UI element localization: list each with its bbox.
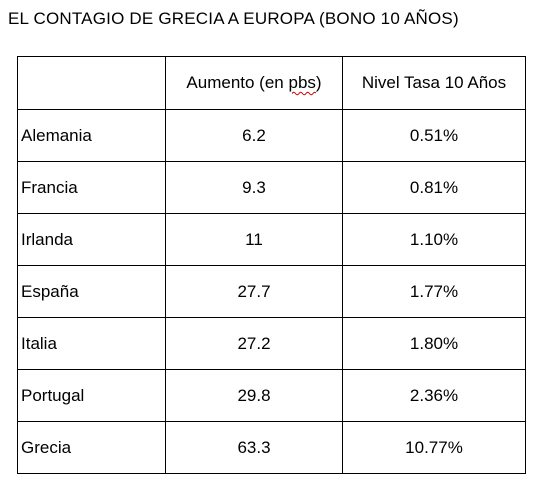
rate-cell: 1.77% [342,265,526,318]
rate-cell: 10.77% [342,421,526,474]
table-row: Italia 27.2 1.80% [17,317,526,370]
table-row: Alemania 6.2 0.51% [17,109,526,162]
document-title: EL CONTAGIO DE GRECIA A EUROPA (BONO 10 … [8,9,459,28]
country-cell: Portugal [17,369,166,422]
increase-cell: 6.2 [165,109,343,162]
country-cell: España [17,265,166,318]
header-cell-increase: Aumento (en pbs) [165,56,343,110]
header-increase-prefix: Aumento (en [186,73,289,92]
table-row: Francia 9.3 0.81% [17,161,526,214]
table-header-row: Aumento (en pbs) Nivel Tasa 10 Años [17,56,526,110]
spellcheck-flagged-word: pbs [288,73,316,92]
country-cell: Francia [17,161,166,214]
header-cell-empty [17,56,166,110]
increase-cell: 27.7 [165,265,343,318]
header-cell-rate: Nivel Tasa 10 Años [342,56,526,110]
country-cell: Irlanda [17,213,166,266]
rate-cell: 1.80% [342,317,526,370]
country-cell: Alemania [17,109,166,162]
rate-cell: 2.36% [342,369,526,422]
table-row: Grecia 63.3 10.77% [17,421,526,474]
rate-cell: 0.51% [342,109,526,162]
country-cell: Italia [17,317,166,370]
increase-cell: 9.3 [165,161,343,214]
increase-cell: 27.2 [165,317,343,370]
increase-cell: 63.3 [165,421,343,474]
table-row: España 27.7 1.77% [17,265,526,318]
header-increase-suffix: ) [315,73,322,92]
table-row: Irlanda 11 1.10% [17,213,526,266]
increase-cell: 11 [165,213,343,266]
rate-cell: 0.81% [342,161,526,214]
increase-cell: 29.8 [165,369,343,422]
country-cell: Grecia [17,421,166,474]
bond-yield-table: Aumento (en pbs) Nivel Tasa 10 Años Alem… [17,56,526,474]
rate-cell: 1.10% [342,213,526,266]
table-row: Portugal 29.8 2.36% [17,369,526,422]
